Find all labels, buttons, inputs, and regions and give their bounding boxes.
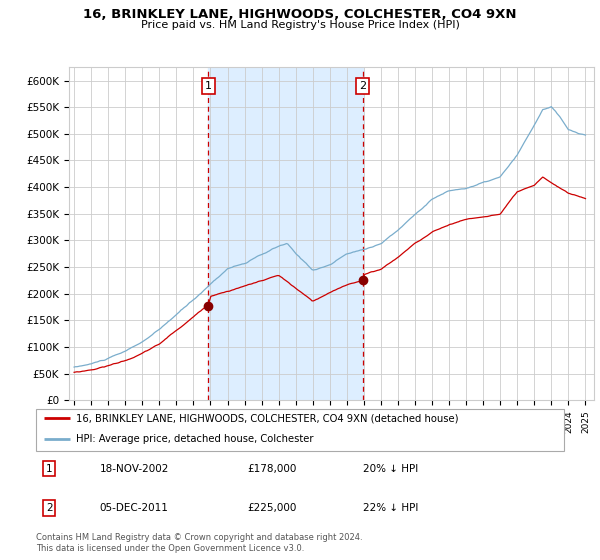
Text: 20% ↓ HPI: 20% ↓ HPI [364, 464, 419, 474]
Text: Price paid vs. HM Land Registry's House Price Index (HPI): Price paid vs. HM Land Registry's House … [140, 20, 460, 30]
Text: 05-DEC-2011: 05-DEC-2011 [100, 503, 168, 513]
Text: 22% ↓ HPI: 22% ↓ HPI [364, 503, 419, 513]
Text: 2: 2 [359, 81, 366, 91]
Text: 1: 1 [46, 464, 53, 474]
FancyBboxPatch shape [36, 409, 564, 451]
Text: 16, BRINKLEY LANE, HIGHWOODS, COLCHESTER, CO4 9XN (detached house): 16, BRINKLEY LANE, HIGHWOODS, COLCHESTER… [76, 413, 458, 423]
Text: 16, BRINKLEY LANE, HIGHWOODS, COLCHESTER, CO4 9XN: 16, BRINKLEY LANE, HIGHWOODS, COLCHESTER… [83, 8, 517, 21]
Bar [208, 67, 362, 400]
Text: £178,000: £178,000 [247, 464, 296, 474]
Text: HPI: Average price, detached house, Colchester: HPI: Average price, detached house, Colc… [76, 434, 313, 444]
Text: £225,000: £225,000 [247, 503, 296, 513]
Text: Contains HM Land Registry data © Crown copyright and database right 2024.
This d: Contains HM Land Registry data © Crown c… [36, 533, 362, 553]
Text: 1: 1 [205, 81, 212, 91]
Text: 18-NOV-2002: 18-NOV-2002 [100, 464, 169, 474]
Text: 2: 2 [46, 503, 53, 513]
